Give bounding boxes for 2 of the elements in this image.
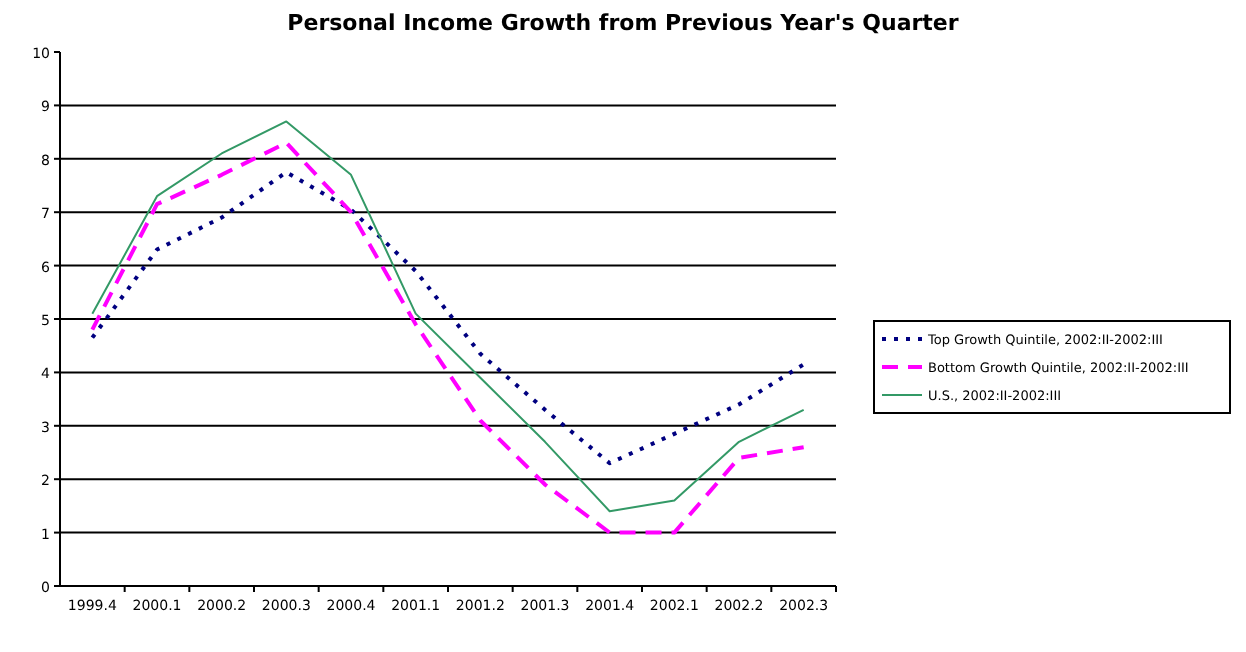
chart-title: Personal Income Growth from Previous Year's Quarter [287,10,960,36]
line-series [90,170,806,466]
